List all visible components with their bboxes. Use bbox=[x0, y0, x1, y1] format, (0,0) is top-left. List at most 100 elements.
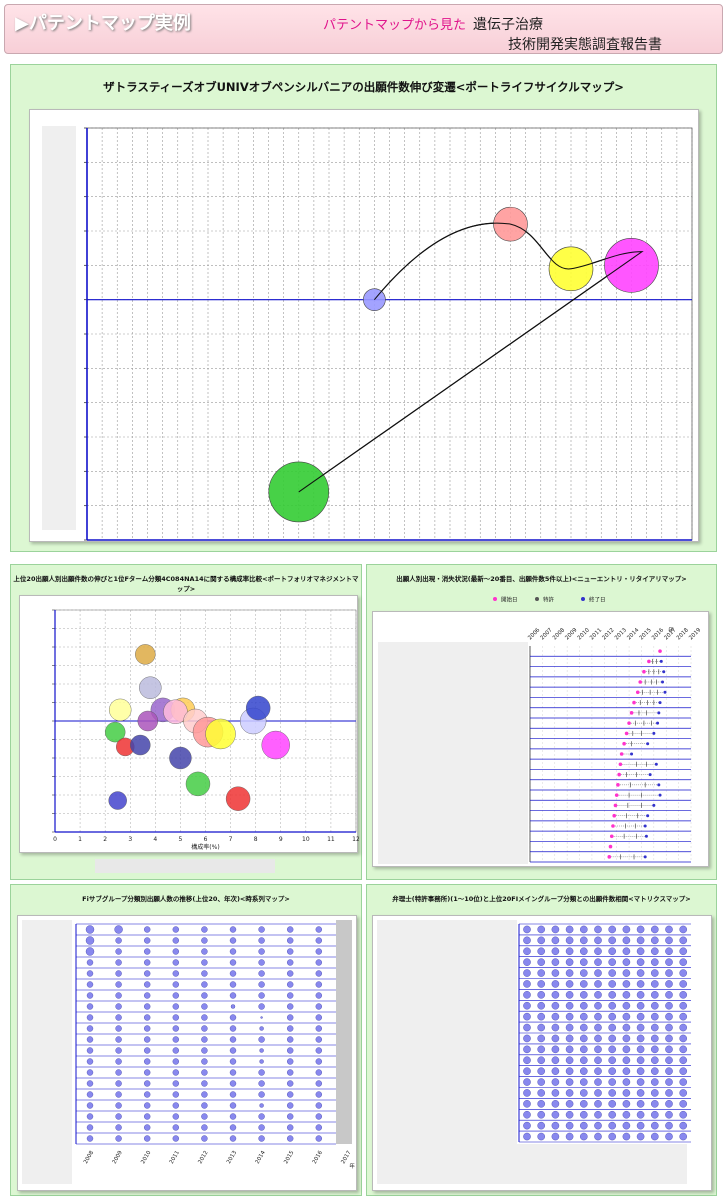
chart3-legend-marker-1 bbox=[535, 597, 539, 601]
chart3-end-marker bbox=[663, 690, 667, 694]
chart5-bubble bbox=[608, 1089, 616, 1097]
chart4-bubble bbox=[86, 959, 94, 966]
chart5-bubble bbox=[650, 936, 659, 945]
chart4-year-label: 2011 bbox=[169, 1150, 181, 1165]
chart5-bubble bbox=[551, 947, 560, 956]
chart5-bubble bbox=[622, 1121, 631, 1130]
chart2-bubble-16 bbox=[169, 746, 192, 770]
chart4-bubble bbox=[201, 1102, 208, 1109]
chart5-bubble bbox=[636, 1056, 645, 1065]
chart5-bubble bbox=[622, 980, 631, 988]
chart5-bubble bbox=[594, 947, 602, 956]
chart4-year-label: 2010 bbox=[140, 1150, 152, 1166]
chart4-bubble bbox=[143, 992, 151, 999]
chart5-bubble bbox=[622, 947, 631, 956]
chart5-bubble bbox=[665, 1089, 673, 1097]
chart5-bubble bbox=[579, 925, 588, 934]
chart5-bubble bbox=[523, 1023, 531, 1032]
chart5-bubble bbox=[594, 958, 602, 966]
chart4-year-label: 2015 bbox=[283, 1150, 295, 1166]
chart4-bubble bbox=[287, 1014, 294, 1021]
chart5-bubble bbox=[650, 1100, 659, 1108]
chart4-bubble bbox=[258, 1113, 265, 1120]
chart2-bubble-13 bbox=[104, 721, 126, 743]
chart5-bottom-shade bbox=[517, 1144, 687, 1184]
page-header: ▶パテントマップ実例 パテントマップから見た 遺伝子治療 技術開発実態調査報告書 bbox=[4, 4, 723, 54]
chart4-bubble bbox=[172, 981, 180, 988]
chart4-bubble bbox=[258, 948, 265, 955]
chart4-bubble bbox=[229, 1047, 237, 1054]
chart4-bubble bbox=[86, 1003, 94, 1010]
chart2-bubble-9 bbox=[205, 718, 236, 750]
chart4-bubble bbox=[201, 1014, 208, 1021]
chart5-bubble bbox=[665, 1067, 673, 1075]
chart5-bubble bbox=[579, 969, 588, 977]
chart5-bubble bbox=[665, 925, 673, 934]
chart4-year-label: 2008 bbox=[83, 1150, 95, 1166]
chart4-bubble bbox=[287, 1124, 294, 1131]
chart5-bubble bbox=[622, 1023, 631, 1032]
chart5-bubble bbox=[679, 1121, 688, 1130]
chart3-legend-label-2: 終了日 bbox=[589, 596, 606, 604]
chart1-plot-frame: 0123456789101112131415161718192021222324… bbox=[29, 109, 699, 542]
chart5-bubble bbox=[679, 1012, 688, 1021]
chart4-bubble bbox=[201, 1080, 208, 1087]
chart4-bubble bbox=[287, 992, 294, 999]
chart5-bubble bbox=[523, 1121, 531, 1130]
chart4-bubble bbox=[86, 1113, 94, 1120]
chart3-start-marker bbox=[622, 741, 626, 746]
chart4-bubble bbox=[172, 1069, 180, 1076]
chart5-bubble bbox=[665, 947, 673, 956]
chart5-bubble bbox=[565, 925, 574, 934]
chart5-bubble bbox=[523, 1001, 531, 1010]
chart5-bubble bbox=[636, 1023, 645, 1032]
chart4-bubble bbox=[86, 970, 94, 977]
chart4-title: Fiサブグループ分類別出願人数の推移(上位20、年次)<時系列マップ> bbox=[82, 895, 290, 903]
chart4-bubble bbox=[258, 1036, 265, 1043]
chart5-bubble bbox=[565, 1067, 574, 1075]
chart4-bubble bbox=[315, 1080, 322, 1087]
chart4-bubble bbox=[201, 970, 208, 977]
chart4-bubble bbox=[229, 1080, 237, 1087]
chart5-bubble bbox=[636, 958, 645, 966]
chart5-bubble bbox=[608, 925, 616, 934]
chart4-bubble bbox=[315, 959, 322, 966]
chart3-start-marker bbox=[617, 772, 621, 777]
chart4-bubble bbox=[258, 937, 265, 944]
chart4-bubble bbox=[229, 1069, 237, 1076]
chart4-bubble bbox=[115, 1113, 122, 1120]
chart4-bubble bbox=[143, 970, 151, 977]
chart5-bubble bbox=[565, 1121, 574, 1130]
chart5-bubble bbox=[551, 1089, 560, 1097]
chart5-bubble bbox=[594, 1045, 602, 1054]
chart4-bubble bbox=[201, 1069, 208, 1076]
chart2-bubble-6 bbox=[137, 710, 159, 732]
chart4-label-shade bbox=[22, 920, 72, 1184]
chart3-end-marker bbox=[658, 701, 662, 705]
chart3-start-marker bbox=[613, 803, 618, 808]
chart1-bubble-1 bbox=[363, 288, 386, 311]
chart5-bubble bbox=[608, 947, 616, 956]
chart5-bubble bbox=[665, 1056, 673, 1065]
chart5-bubble bbox=[523, 947, 531, 956]
chart5-bubble bbox=[565, 1045, 574, 1054]
chart5-bubble bbox=[579, 1067, 588, 1075]
chart5-bubble bbox=[579, 1023, 588, 1032]
header-subtitle: パテントマップから見た bbox=[323, 18, 467, 33]
chart5-bubble bbox=[650, 1089, 659, 1097]
chart5-bubble bbox=[650, 980, 659, 988]
chart4-bubble bbox=[115, 1091, 122, 1098]
chart5-bubble bbox=[537, 1089, 545, 1097]
chart4-bubble bbox=[143, 1102, 151, 1109]
chart4-bubble bbox=[115, 1014, 122, 1021]
chart4-bubble bbox=[86, 981, 94, 988]
chart3-end-marker bbox=[648, 773, 652, 777]
chart3-year-label: 2010 bbox=[577, 627, 591, 641]
chart4-bubble bbox=[229, 926, 237, 933]
chart3-start-marker bbox=[624, 731, 629, 736]
chart4-bubble bbox=[143, 948, 151, 955]
chart5-bubble bbox=[650, 1056, 659, 1065]
chart3-end-marker bbox=[662, 670, 666, 674]
chart5-bubble bbox=[537, 1045, 545, 1054]
